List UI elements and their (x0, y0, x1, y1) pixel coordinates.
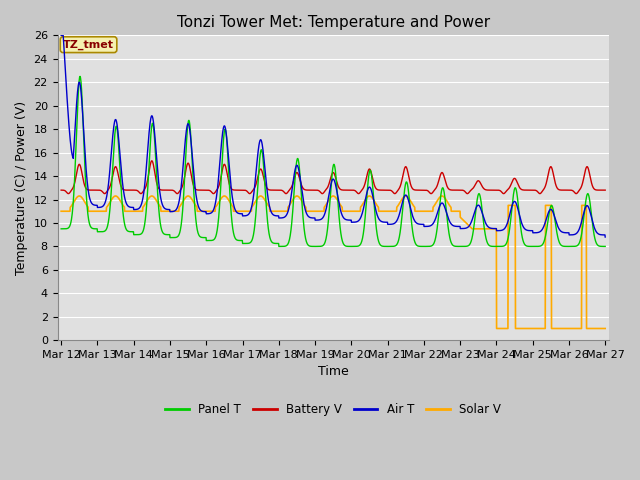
Title: Tonzi Tower Met: Temperature and Power: Tonzi Tower Met: Temperature and Power (177, 15, 490, 30)
X-axis label: Time: Time (318, 365, 349, 379)
Legend: Panel T, Battery V, Air T, Solar V: Panel T, Battery V, Air T, Solar V (161, 398, 506, 420)
Text: TZ_tmet: TZ_tmet (63, 39, 114, 50)
Y-axis label: Temperature (C) / Power (V): Temperature (C) / Power (V) (15, 101, 28, 275)
